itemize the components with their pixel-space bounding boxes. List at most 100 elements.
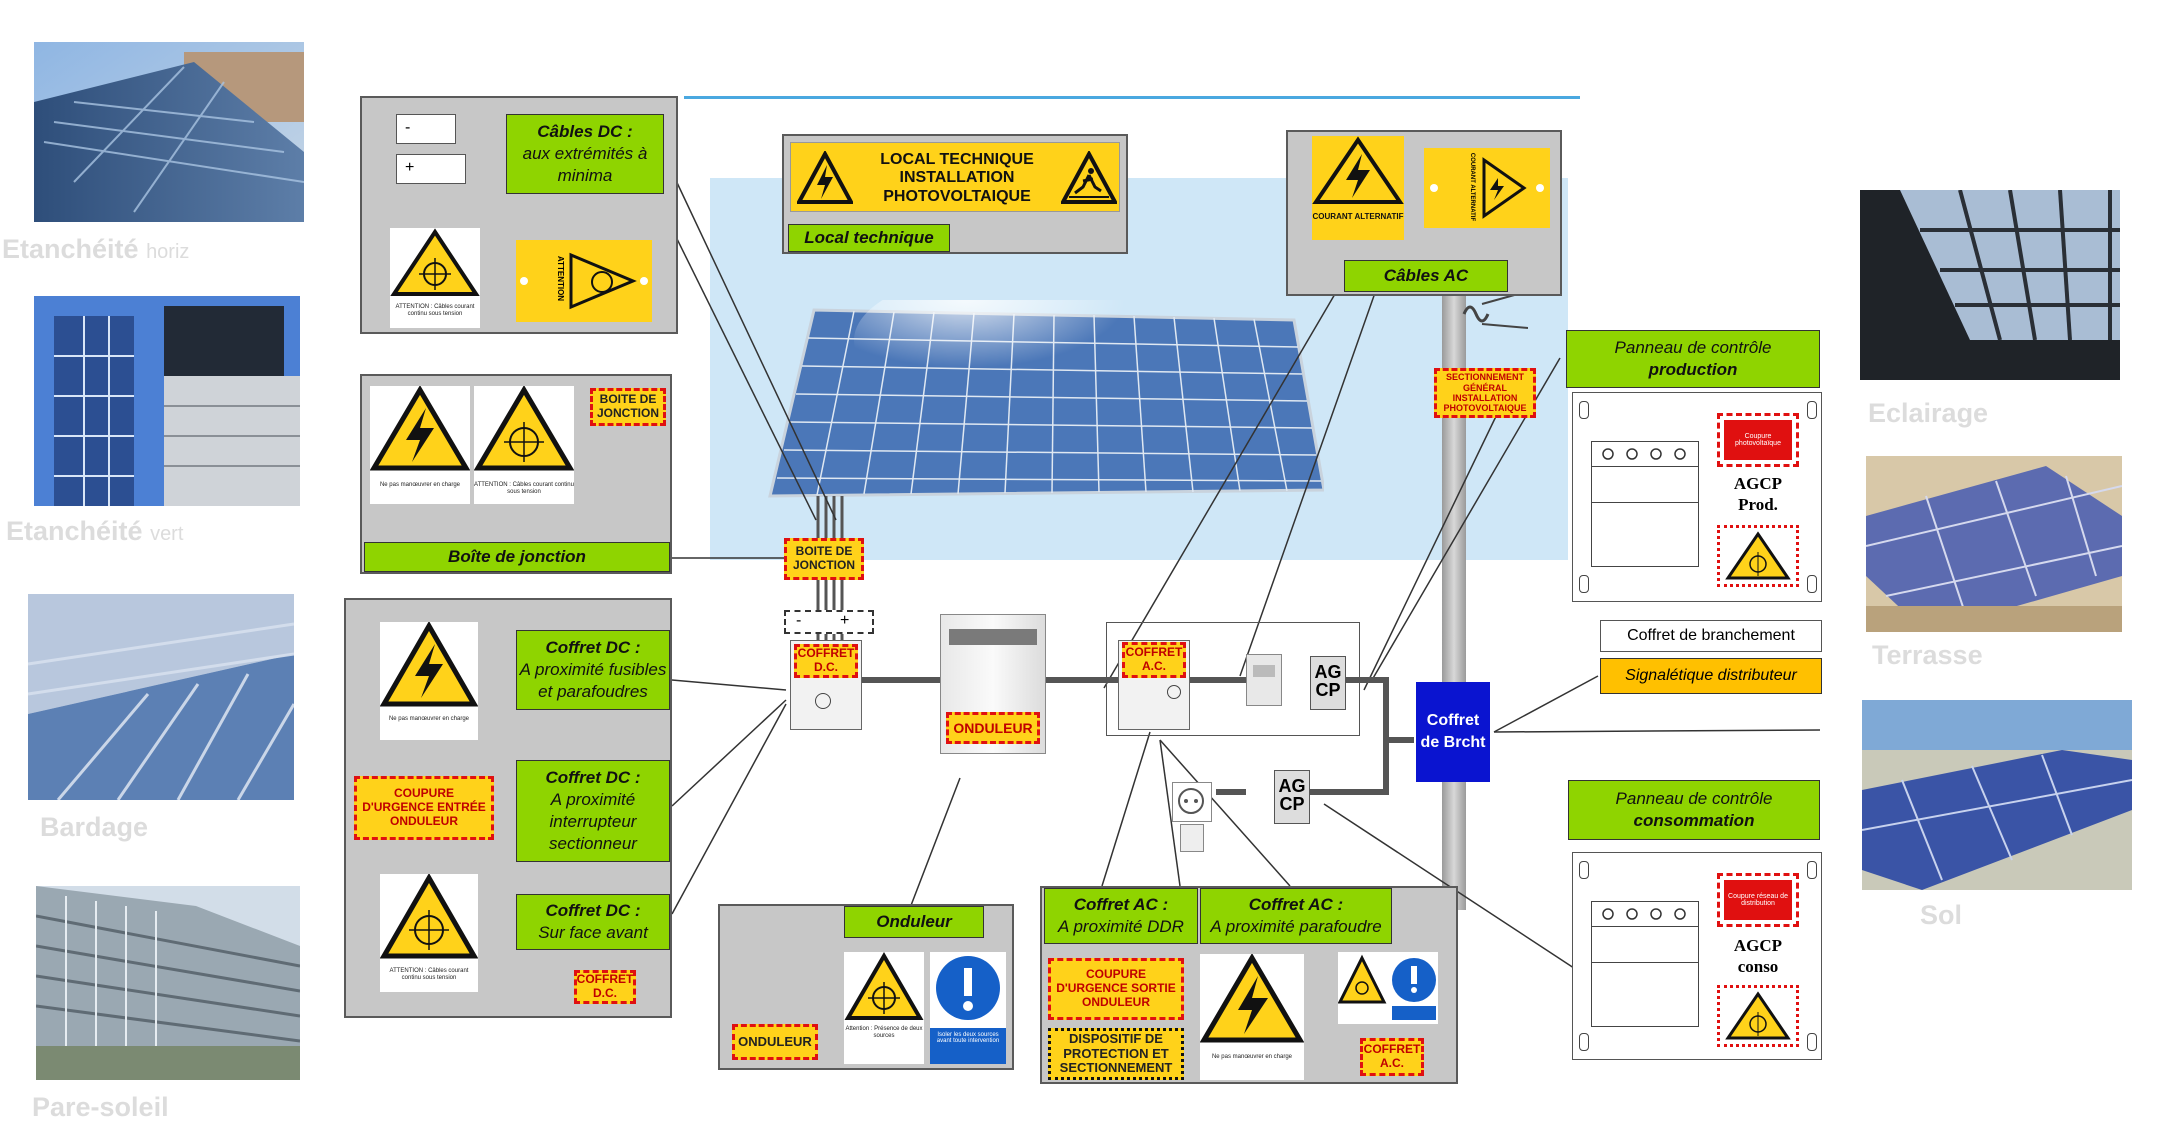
caption-bardage: Bardage	[40, 812, 149, 842]
agcp-line1: AGCP	[1733, 936, 1783, 955]
caption-sol: Sol	[1920, 900, 1963, 930]
hinge-icon	[1579, 575, 1589, 593]
local-tech-title: LOCAL TECHNIQUE INSTALLATION PHOTOVOLTAI…	[880, 151, 1034, 205]
panel-conso-cabinet: Coupure réseau de distribution AGCP cons…	[1572, 852, 1822, 1060]
outlet-plug	[1180, 824, 1204, 852]
high-voltage-icon	[1312, 136, 1404, 204]
coffret-ac-title: Coffret AC :	[1073, 894, 1169, 914]
cables-dc-warning-sign: ATTENTION : Câbles courant continu sous …	[390, 228, 480, 328]
caption-suffix: vert	[150, 523, 184, 545]
slip-hazard-icon	[1061, 151, 1117, 204]
panel-conso-breakers	[1591, 901, 1699, 1027]
hinge-icon	[1579, 1033, 1589, 1051]
solar-warning-icon	[1725, 531, 1791, 580]
terminal-minus: -	[796, 612, 802, 629]
high-voltage-icon	[369, 385, 471, 471]
boite-sign-solar: ATTENTION : Câbles courant continu sous …	[473, 385, 575, 504]
cables-dc-title: Câbles DC :	[537, 121, 633, 141]
onduleur-tag: ONDULEUR	[732, 1024, 818, 1060]
photo-etancheite-horiz	[34, 42, 304, 222]
caption-main: Etanchéité	[2, 234, 139, 264]
blue-sign-text: Isoler les deux sources avant toute inte…	[930, 1028, 1006, 1064]
ac-rotated-text: COURANT ALTERNATIF	[1469, 152, 1476, 222]
cabinet-switch-icon	[815, 693, 831, 709]
hinge-icon	[1807, 401, 1817, 419]
solar-warning-icon	[844, 952, 924, 1020]
coffret-ac-box: Coffret AC : A proximité DDR Coffret AC …	[1040, 886, 1458, 1084]
panel-conso-label: Panneau de contrôle consommation	[1568, 780, 1820, 840]
hinge-icon	[1579, 861, 1589, 879]
agcp-conso-box: AG CP	[1274, 770, 1310, 824]
diagram-onduleur-tag: ONDULEUR	[946, 712, 1040, 744]
coffret-brcht-text: Coffret de Brcht	[1420, 711, 1486, 751]
photo-etancheite-vert	[34, 296, 300, 506]
diagram-coffret-dc-tag: COFFRET D.C.	[794, 644, 858, 678]
coffret-dc-title: Coffret DC :	[545, 900, 641, 920]
panel-prod-agcp: AGCP Prod.	[1717, 473, 1799, 516]
coffret-ac-label-1: Coffret AC : A proximité DDR	[1044, 888, 1198, 944]
caption-terrasse: Terrasse	[1872, 640, 1983, 670]
cables-dc-desc: aux extrémités à minima	[522, 143, 648, 186]
coffret-dc-title: Coffret DC :	[545, 767, 641, 787]
ac-warning-sign: COURANT ALTERNATIF	[1312, 136, 1404, 240]
caption-main: Etanchéité	[6, 516, 143, 546]
agcp-line2: conso	[1737, 957, 1779, 977]
cables-ac-label-text: Câbles AC	[1383, 265, 1469, 285]
solar-warning-icon	[379, 872, 479, 959]
solar-warning-icon	[390, 228, 480, 296]
coffret-dc-label-1: Coffret DC : A proximité fusibles et par…	[516, 630, 670, 710]
minus-terminal: -	[396, 114, 456, 144]
cables-ac-label: Câbles AC	[1344, 260, 1508, 292]
ac-sign-text: COURANT ALTERNATIF	[1312, 212, 1404, 221]
coffret-ac-item: A proximité parafoudre	[1210, 917, 1382, 936]
branchement-label-text: Signalétique distributeur	[1625, 667, 1797, 684]
panel-conso-agcp: AGCP conso	[1717, 935, 1799, 978]
onduleur-label: Onduleur	[844, 906, 984, 938]
sign-small-text: ATTENTION : Câbles courant continu sous …	[389, 968, 469, 981]
high-voltage-icon	[1430, 157, 1544, 219]
cables-dc-rotated-sign: ATTENTION	[516, 240, 652, 322]
coffret-ac-frame	[1106, 622, 1360, 736]
coffret-dc-label-2: Coffret DC : A proximité interrupteur se…	[516, 760, 670, 862]
boite-sign-voltage: Ne pas manœuvrer en charge	[369, 385, 471, 504]
coffret-ac-title: Coffret AC :	[1248, 894, 1344, 914]
panel-prod-red-label: Coupure photovoltaïque	[1717, 413, 1799, 467]
solar-panel	[764, 270, 1326, 500]
agcp-line2: Prod.	[1738, 495, 1778, 515]
cables-dc-box: - + Câbles DC : aux extrémités à minima …	[360, 96, 678, 334]
boite-label: Boîte de jonction	[364, 542, 670, 572]
panel-conso-red-label: Coupure réseau de distribution	[1717, 873, 1799, 927]
photo-eclairage	[1860, 190, 2120, 380]
onduleur-blue-sign: Isoler les deux sources avant toute inte…	[930, 952, 1006, 1064]
photo-bardage	[28, 594, 294, 800]
photo-terrasse	[1866, 456, 2122, 632]
coffret-dc-urgence: COUPURE D'URGENCE ENTRÉE ONDULEUR	[354, 776, 494, 840]
local-tech-label: Local technique	[788, 224, 950, 252]
dc-terminals: - +	[784, 610, 874, 634]
caption-suffix: horiz	[146, 241, 190, 263]
diagram-coffret-ac-tag: COFFRET A.C.	[1122, 642, 1186, 678]
mandatory-info-icon	[936, 956, 1000, 1020]
caption-etancheite-vert: Etanchéité vert	[6, 516, 183, 547]
hinge-icon	[1807, 1033, 1817, 1051]
coffret-dc-title: Coffret DC :	[545, 637, 641, 657]
ac-outlet	[1172, 782, 1212, 822]
agcp-prod-box: AG CP	[1310, 656, 1346, 710]
boite-tag: BOITE DE JONCTION	[590, 388, 666, 426]
sign-small-text: Ne pas manœuvrer en charge	[1211, 1054, 1293, 1060]
caption-etancheite-horiz: Etanchéité horiz	[2, 234, 189, 265]
local-tech-sign: LOCAL TECHNIQUE INSTALLATION PHOTOVOLTAI…	[790, 142, 1120, 212]
diagram-boite-tag: BOITE DE JONCTION	[784, 538, 864, 580]
boite-jonction-box: Ne pas manœuvrer en charge ATTENTION : C…	[360, 374, 672, 574]
coffret-dc-sign-voltage: Ne pas manœuvrer en charge	[379, 620, 479, 740]
coffret-brcht: Coffret de Brcht	[1416, 682, 1490, 782]
high-voltage-icon	[1199, 953, 1305, 1043]
coffret-ac-item: A proximité DDR	[1058, 917, 1184, 936]
agcp-line1: AGCP	[1733, 474, 1783, 493]
panel-conso-warning	[1717, 985, 1799, 1047]
photo-pare-soleil	[36, 886, 300, 1080]
panel-prod-strong: production	[1648, 360, 1738, 379]
photo-sol	[1862, 700, 2132, 890]
panel-conso-title: Panneau de contrôle	[1615, 788, 1773, 808]
